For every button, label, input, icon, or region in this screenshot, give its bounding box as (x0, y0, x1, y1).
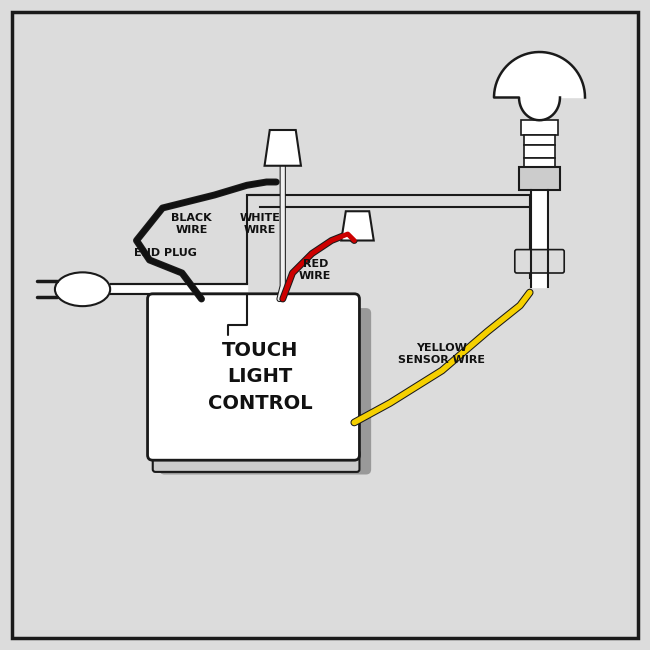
Text: BLACK
WIRE: BLACK WIRE (172, 213, 212, 235)
Bar (519, 167, 560, 190)
Text: YELLOW
SENSOR WIRE: YELLOW SENSOR WIRE (398, 343, 486, 365)
Bar (524, 135, 555, 145)
Text: RED
WIRE: RED WIRE (299, 259, 332, 281)
Bar (524, 145, 555, 158)
Bar (521, 120, 558, 135)
Polygon shape (341, 211, 374, 240)
FancyBboxPatch shape (153, 450, 359, 472)
FancyBboxPatch shape (515, 250, 564, 273)
Text: END PLUG: END PLUG (135, 248, 197, 259)
FancyBboxPatch shape (159, 308, 371, 474)
Polygon shape (494, 52, 585, 120)
Text: TOUCH
LIGHT
CONTROL: TOUCH LIGHT CONTROL (208, 341, 312, 413)
Ellipse shape (55, 272, 110, 306)
Text: WHITE
WIRE: WHITE WIRE (240, 213, 280, 235)
Bar (524, 158, 555, 167)
FancyBboxPatch shape (148, 294, 359, 460)
Polygon shape (265, 130, 301, 166)
